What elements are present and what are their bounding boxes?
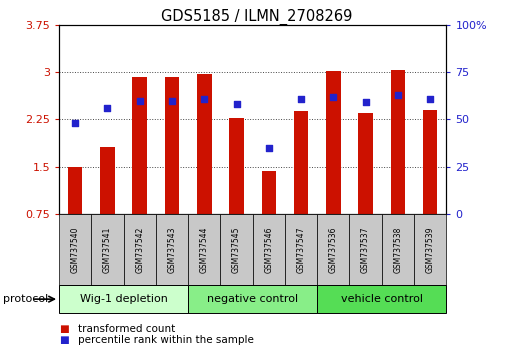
Point [200, 96, 208, 102]
FancyBboxPatch shape [124, 214, 156, 285]
Bar [229, 118, 244, 214]
Point [265, 145, 273, 151]
Bar [359, 113, 373, 214]
Point [329, 94, 338, 99]
Text: GSM737546: GSM737546 [264, 226, 273, 273]
Point [394, 92, 402, 98]
FancyBboxPatch shape [382, 214, 414, 285]
Text: GSM737545: GSM737545 [232, 226, 241, 273]
Text: GSM737544: GSM737544 [200, 226, 209, 273]
Bar [326, 71, 341, 214]
Point [135, 98, 144, 103]
Bar [423, 110, 438, 214]
Text: GSM737536: GSM737536 [329, 226, 338, 273]
Point [168, 98, 176, 103]
Text: GSM737547: GSM737547 [297, 226, 306, 273]
Text: percentile rank within the sample: percentile rank within the sample [78, 335, 254, 345]
FancyBboxPatch shape [414, 214, 446, 285]
Text: protocol: protocol [3, 294, 48, 304]
Bar [197, 74, 211, 214]
Bar [165, 77, 179, 214]
Bar [68, 167, 83, 214]
Point [103, 105, 111, 111]
Text: negative control: negative control [207, 294, 298, 304]
Text: vehicle control: vehicle control [341, 294, 423, 304]
Bar [132, 77, 147, 214]
Text: GSM737537: GSM737537 [361, 226, 370, 273]
Bar [100, 147, 115, 214]
FancyBboxPatch shape [252, 214, 285, 285]
Bar [294, 111, 308, 214]
Text: transformed count: transformed count [78, 324, 176, 333]
FancyBboxPatch shape [188, 285, 317, 313]
FancyBboxPatch shape [188, 214, 221, 285]
Text: Wig-1 depletion: Wig-1 depletion [80, 294, 167, 304]
Text: GDS5185 / ILMN_2708269: GDS5185 / ILMN_2708269 [161, 9, 352, 25]
Point [362, 99, 370, 105]
Text: GSM737540: GSM737540 [71, 226, 80, 273]
FancyBboxPatch shape [285, 214, 317, 285]
FancyBboxPatch shape [156, 214, 188, 285]
FancyBboxPatch shape [59, 285, 188, 313]
Text: GSM737543: GSM737543 [167, 226, 176, 273]
Text: GSM737538: GSM737538 [393, 226, 402, 273]
Text: GSM737542: GSM737542 [135, 226, 144, 273]
FancyBboxPatch shape [317, 285, 446, 313]
FancyBboxPatch shape [317, 214, 349, 285]
Point [232, 102, 241, 107]
FancyBboxPatch shape [59, 214, 91, 285]
Text: ■: ■ [59, 324, 69, 333]
Bar [262, 171, 276, 214]
Point [426, 96, 435, 102]
Text: GSM737539: GSM737539 [426, 226, 435, 273]
FancyBboxPatch shape [221, 214, 252, 285]
Point [71, 120, 79, 126]
Text: ■: ■ [59, 335, 69, 345]
Bar [390, 70, 405, 214]
FancyBboxPatch shape [349, 214, 382, 285]
FancyBboxPatch shape [91, 214, 124, 285]
Text: GSM737541: GSM737541 [103, 226, 112, 273]
Point [297, 96, 305, 102]
